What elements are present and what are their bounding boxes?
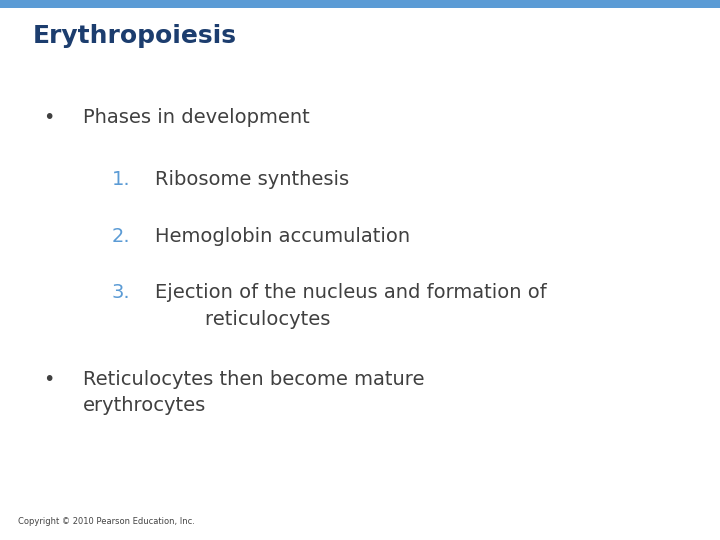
Text: Copyright © 2010 Pearson Education, Inc.: Copyright © 2010 Pearson Education, Inc. (18, 517, 195, 526)
Text: 2.: 2. (112, 227, 130, 246)
Text: 3.: 3. (112, 284, 130, 302)
Text: Reticulocytes then become mature
erythrocytes: Reticulocytes then become mature erythro… (83, 370, 424, 415)
Text: •: • (43, 370, 55, 389)
Text: •: • (43, 108, 55, 127)
Text: Ejection of the nucleus and formation of
        reticulocytes: Ejection of the nucleus and formation of… (155, 284, 546, 329)
Text: Hemoglobin accumulation: Hemoglobin accumulation (155, 227, 410, 246)
Text: Ribosome synthesis: Ribosome synthesis (155, 170, 349, 189)
Text: Phases in development: Phases in development (83, 108, 310, 127)
Text: Erythropoiesis: Erythropoiesis (32, 24, 236, 48)
Text: 1.: 1. (112, 170, 130, 189)
